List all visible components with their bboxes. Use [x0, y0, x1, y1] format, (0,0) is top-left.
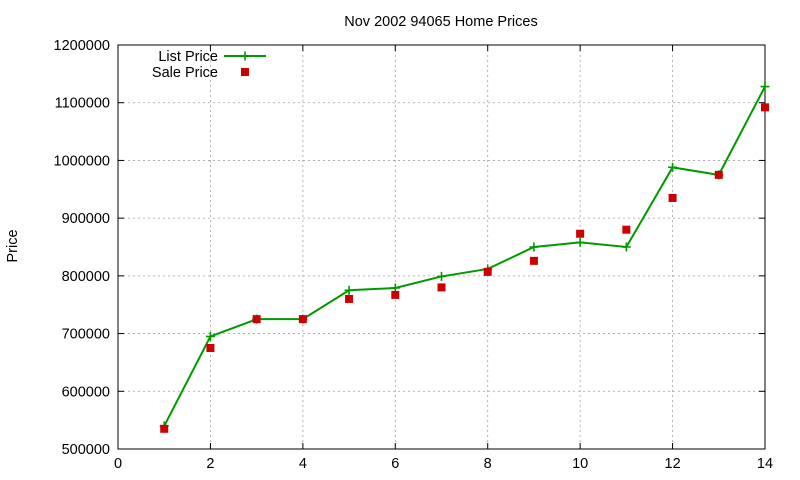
x-tick-label: 8	[484, 456, 492, 472]
series-line	[163, 86, 766, 427]
series-list-price	[159, 82, 770, 431]
data-point	[668, 193, 677, 202]
data-point	[483, 267, 492, 276]
data-point	[760, 82, 770, 92]
legend-label: Sale Price	[152, 65, 218, 81]
y-tick-label: 800000	[62, 269, 110, 285]
x-tick-label: 4	[299, 456, 307, 472]
x-tick-label: 0	[114, 456, 122, 472]
series-sale-price	[160, 103, 769, 433]
data-point	[714, 170, 723, 179]
y-tick-label: 900000	[62, 211, 110, 227]
x-tick-labels: 0 2 4 6 8 10 12 14	[114, 456, 773, 472]
x-tick-label: 2	[206, 456, 214, 472]
data-point	[576, 229, 585, 238]
data-point	[621, 242, 631, 252]
x-tick-label: 6	[391, 456, 399, 472]
y-tick-label: 500000	[62, 442, 110, 458]
chart-title: Nov 2002 94065 Home Prices	[344, 14, 537, 30]
data-point	[205, 331, 215, 341]
data-point	[160, 424, 169, 433]
x-tick-label: 12	[665, 456, 681, 472]
data-point	[344, 285, 354, 295]
legend-label: List Price	[158, 49, 218, 65]
data-point	[622, 225, 631, 234]
grid-lines	[118, 45, 765, 449]
data-point	[252, 315, 261, 324]
legend-marker-swatch	[240, 51, 250, 61]
data-point	[529, 256, 538, 265]
y-tick-labels: 500000 600000 700000 800000 900000 1000000 110…	[54, 38, 110, 458]
y-tick-label: 1000000	[54, 153, 110, 169]
data-point	[206, 344, 215, 352]
data-point	[575, 237, 585, 247]
x-tick-label: 14	[757, 456, 773, 472]
data-point	[529, 242, 539, 252]
data-point	[345, 294, 354, 303]
y-tick-label: 700000	[62, 327, 110, 343]
x-tick-label: 10	[572, 456, 588, 472]
legend-marker-swatch	[241, 68, 249, 76]
y-tick-label: 1100000	[55, 96, 110, 112]
series-layer	[159, 82, 770, 433]
data-point	[391, 290, 400, 299]
y-tick-label: 1200000	[54, 38, 110, 54]
plot-frame	[117, 44, 766, 450]
data-point	[437, 271, 446, 281]
y-tick-label: 600000	[62, 384, 110, 400]
axis-ticks	[117, 44, 766, 450]
y-axis-label: Price	[5, 229, 21, 262]
data-point	[298, 315, 307, 324]
data-point	[761, 103, 769, 112]
data-point	[668, 162, 678, 172]
data-point	[437, 283, 446, 292]
